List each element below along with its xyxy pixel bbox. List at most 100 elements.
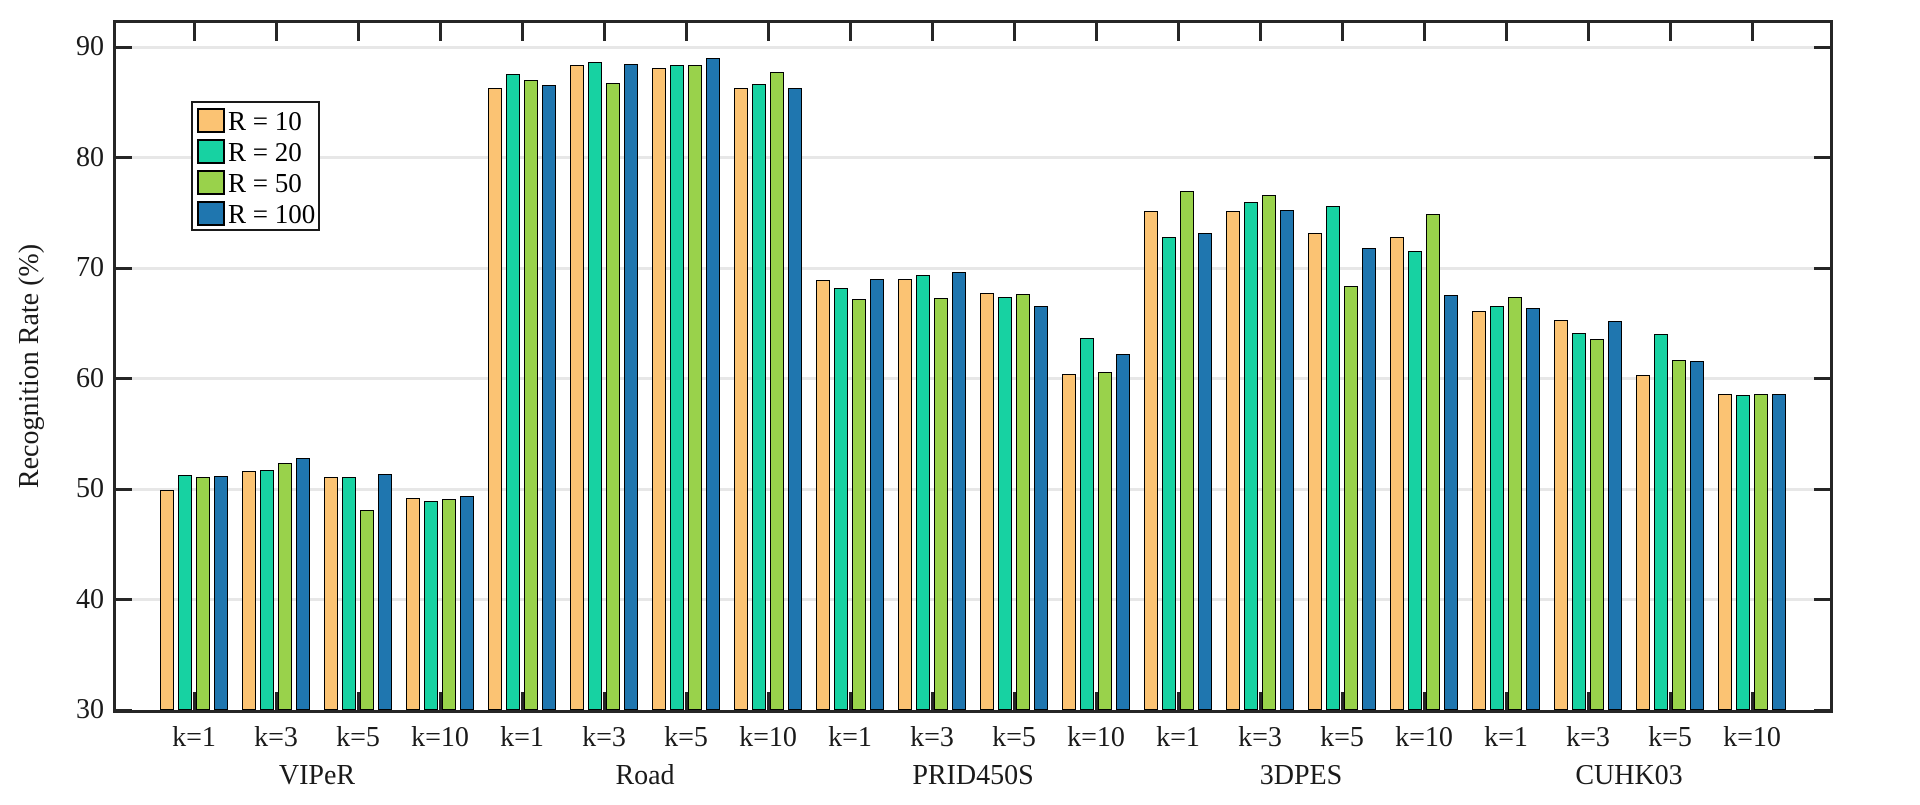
bar: [442, 499, 456, 710]
bar: [1180, 190, 1194, 710]
x-axis-tick-top: [356, 23, 360, 41]
bar: [570, 64, 584, 710]
x-tick-label: k=5: [1648, 722, 1692, 753]
bar: [624, 63, 638, 710]
x-axis-tick-bottom: [766, 692, 770, 710]
x-tick-label: k=10: [1067, 722, 1125, 753]
x-axis-tick-top: [1422, 23, 1426, 41]
legend-label: R = 50: [228, 168, 302, 198]
bar: [278, 462, 292, 710]
bar: [1408, 250, 1422, 710]
x-axis-tick-bottom: [684, 692, 688, 710]
bar: [1344, 285, 1358, 710]
bar: [834, 288, 848, 710]
bar: [952, 271, 966, 710]
bar: [652, 68, 666, 710]
bar: [588, 61, 602, 710]
y-axis-tick: [116, 266, 132, 270]
dataset-group-label: CUHK03: [1575, 760, 1683, 791]
x-axis-tick-top: [438, 23, 442, 41]
bar: [816, 280, 830, 710]
legend-label: R = 20: [228, 137, 302, 167]
y-axis-tick: [116, 156, 132, 160]
x-axis-tick-bottom: [192, 692, 196, 710]
x-axis-tick-top: [1176, 23, 1180, 41]
y-tick-label: 30: [76, 694, 104, 725]
x-tick-label: k=1: [1156, 722, 1200, 753]
bar: [934, 298, 948, 710]
bar: [1636, 375, 1650, 710]
x-tick-label: k=3: [582, 722, 626, 753]
bar: [1362, 248, 1376, 710]
y-axis-tick: [1814, 377, 1830, 381]
bar: [688, 64, 702, 710]
x-axis-tick-bottom: [356, 692, 360, 710]
bar: [1034, 305, 1048, 710]
y-axis-tick: [1814, 156, 1830, 160]
bar: [1526, 307, 1540, 710]
bar: [1754, 394, 1768, 710]
bar: [1016, 293, 1030, 710]
legend-entry: R = 100: [196, 199, 318, 230]
x-axis-tick-top: [1094, 23, 1098, 41]
y-axis-tick: [116, 598, 132, 602]
x-axis-tick-bottom: [1668, 692, 1672, 710]
legend-entry: R = 20: [196, 137, 318, 168]
bar: [1572, 333, 1586, 710]
bar: [1144, 210, 1158, 710]
y-axis-tick: [1814, 598, 1830, 602]
bar: [1390, 237, 1404, 710]
bar: [1672, 359, 1686, 710]
bar: [1772, 394, 1786, 710]
bar: [980, 292, 994, 710]
x-tick-label: k=10: [739, 722, 797, 753]
plot-area: R = 10 R = 20 R = 50 R = 100: [113, 20, 1833, 713]
dataset-group-label: VIPeR: [278, 760, 356, 791]
legend-label: R = 10: [228, 106, 302, 136]
y-tick-label: 80: [76, 141, 104, 173]
bar: [1162, 237, 1176, 710]
y-tick-label: 40: [76, 583, 104, 615]
x-axis-tick-bottom: [848, 692, 852, 710]
bar: [1116, 354, 1130, 710]
y-tick-label: 70: [76, 252, 104, 284]
bar: [898, 279, 912, 710]
legend-entry: R = 10: [196, 106, 318, 137]
bar: [770, 71, 784, 710]
bar: [324, 476, 338, 710]
dataset-group-label: 3DPES: [1259, 760, 1343, 791]
bar: [788, 88, 802, 710]
x-tick-label: k=10: [1723, 722, 1781, 753]
bar: [1326, 206, 1340, 710]
x-axis-tick-top: [766, 23, 770, 41]
x-axis-tick-bottom: [1258, 692, 1262, 710]
bar: [852, 299, 866, 710]
bar: [506, 73, 520, 710]
x-axis-tick-bottom: [1340, 692, 1344, 710]
bar: [1508, 296, 1522, 710]
y-axis-tick: [1814, 487, 1830, 491]
x-axis-tick-top: [684, 23, 688, 41]
gridline: [116, 487, 1830, 491]
x-tick-label: k=10: [411, 722, 469, 753]
legend-swatch: [197, 170, 225, 195]
legend-swatch: [197, 108, 225, 133]
y-axis-tick: [116, 377, 132, 381]
gridline: [116, 598, 1830, 602]
bar: [178, 474, 192, 710]
x-axis-tick-bottom: [1586, 692, 1590, 710]
y-tick-label: 50: [76, 473, 104, 505]
bar: [460, 495, 474, 710]
x-tick-label: k=1: [1484, 722, 1528, 753]
bar: [1718, 394, 1732, 710]
bar: [1226, 210, 1240, 710]
bar: [870, 279, 884, 710]
bar: [1426, 214, 1440, 710]
bar: [1262, 195, 1276, 710]
bar: [524, 80, 538, 710]
x-axis-tick-top: [1586, 23, 1590, 41]
legend-entry: R = 50: [196, 168, 318, 199]
dataset-group-label: PRID450S: [912, 760, 1034, 791]
x-axis-tick-bottom: [1012, 692, 1016, 710]
